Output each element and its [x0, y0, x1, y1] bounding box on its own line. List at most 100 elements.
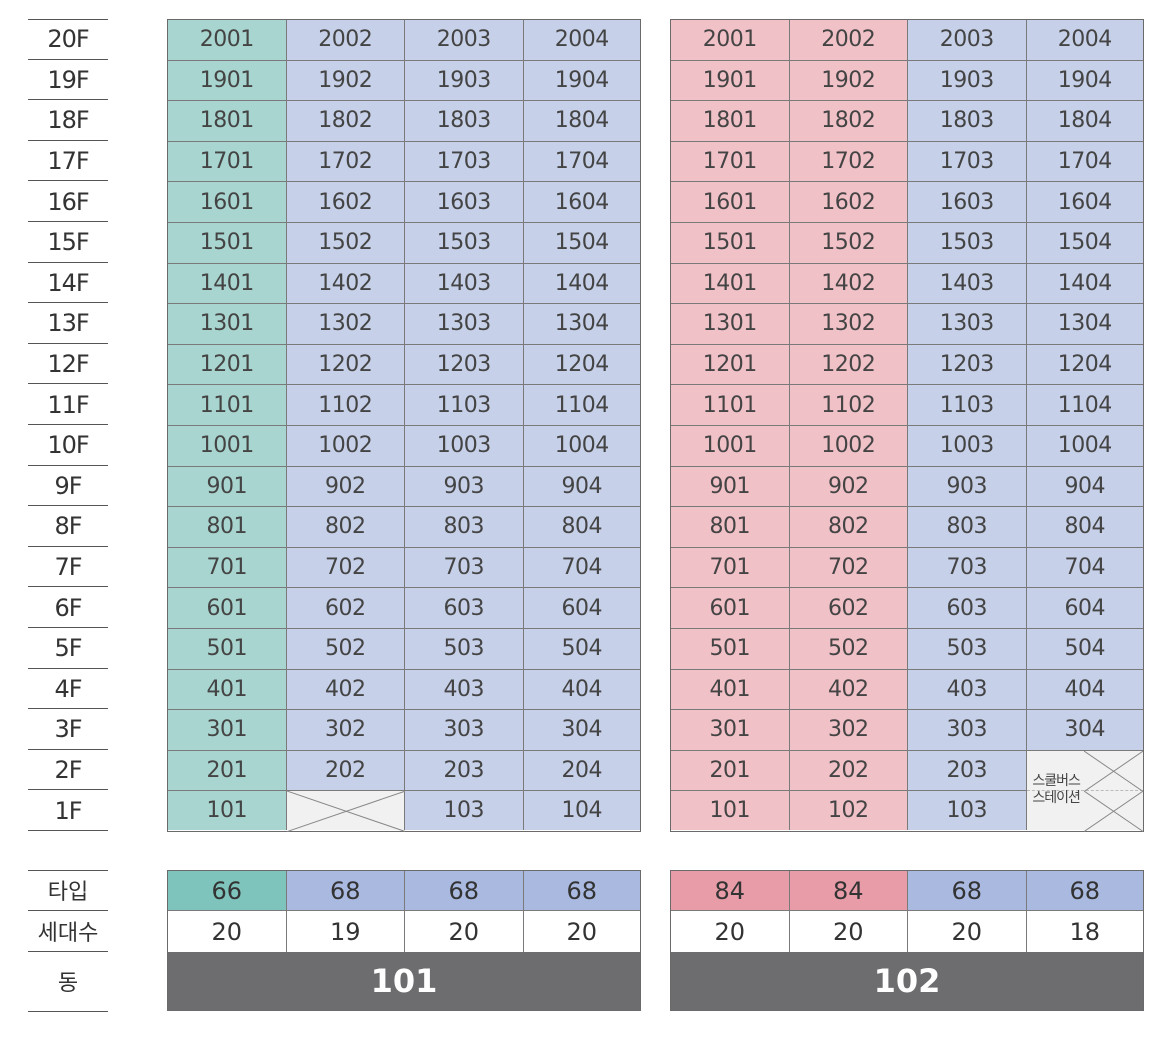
unit-2002[interactable]: 2002: [789, 20, 908, 61]
unit-2003[interactable]: 2003: [405, 20, 524, 61]
unit-2001[interactable]: 2001: [168, 20, 287, 61]
unit-903[interactable]: 903: [908, 466, 1027, 508]
unit-703[interactable]: 703: [405, 547, 524, 589]
unit-1701[interactable]: 1701: [671, 141, 790, 183]
unit-603[interactable]: 603: [908, 588, 1027, 629]
unit-1801[interactable]: 1801: [671, 101, 790, 142]
unit-1603[interactable]: 1603: [405, 182, 524, 223]
unit-1403[interactable]: 1403: [405, 263, 524, 305]
unit-103[interactable]: 103: [908, 791, 1027, 830]
unit-801[interactable]: 801: [671, 507, 790, 548]
unit-701[interactable]: 701: [671, 547, 790, 589]
unit-1501[interactable]: 1501: [671, 223, 790, 264]
unit-602[interactable]: 602: [789, 588, 908, 629]
unit-301[interactable]: 301: [168, 710, 287, 751]
unit-1702[interactable]: 1702: [286, 141, 405, 183]
unit-302[interactable]: 302: [789, 710, 908, 751]
unit-403[interactable]: 403: [908, 669, 1027, 711]
unit-1301[interactable]: 1301: [168, 304, 287, 345]
unit-1702[interactable]: 1702: [789, 141, 908, 183]
unit-1202[interactable]: 1202: [789, 344, 908, 386]
unit-1403[interactable]: 1403: [908, 263, 1027, 305]
unit-501[interactable]: 501: [671, 629, 790, 670]
unit-103[interactable]: 103: [405, 791, 524, 830]
unit-603[interactable]: 603: [405, 588, 524, 629]
unit-201[interactable]: 201: [671, 750, 790, 792]
unit-1502[interactable]: 1502: [789, 223, 908, 264]
unit-1402[interactable]: 1402: [286, 263, 405, 305]
unit-2003[interactable]: 2003: [908, 20, 1027, 61]
unit-1003[interactable]: 1003: [908, 426, 1027, 467]
unit-1804[interactable]: 1804: [523, 101, 640, 142]
unit-402[interactable]: 402: [286, 669, 405, 711]
unit-1903[interactable]: 1903: [908, 60, 1027, 102]
unit-1201[interactable]: 1201: [168, 344, 287, 386]
unit-1504[interactable]: 1504: [523, 223, 640, 264]
unit-1502[interactable]: 1502: [286, 223, 405, 264]
unit-202[interactable]: 202: [286, 750, 405, 792]
unit-704[interactable]: 704: [1026, 547, 1143, 589]
unit-203[interactable]: 203: [908, 750, 1027, 792]
unit-1503[interactable]: 1503: [405, 223, 524, 264]
unit-202[interactable]: 202: [789, 750, 908, 792]
unit-1401[interactable]: 1401: [671, 263, 790, 305]
unit-1102[interactable]: 1102: [789, 385, 908, 426]
unit-1304[interactable]: 1304: [523, 304, 640, 345]
unit-803[interactable]: 803: [405, 507, 524, 548]
unit-601[interactable]: 601: [671, 588, 790, 629]
unit-1601[interactable]: 1601: [168, 182, 287, 223]
unit-503[interactable]: 503: [405, 629, 524, 670]
unit-401[interactable]: 401: [671, 669, 790, 711]
unit-1904[interactable]: 1904: [523, 60, 640, 102]
unit-1102[interactable]: 1102: [286, 385, 405, 426]
unit-1004[interactable]: 1004: [523, 426, 640, 467]
unit-302[interactable]: 302: [286, 710, 405, 751]
unit-604[interactable]: 604: [523, 588, 640, 629]
unit-1402[interactable]: 1402: [789, 263, 908, 305]
unit-602[interactable]: 602: [286, 588, 405, 629]
unit-1301[interactable]: 1301: [671, 304, 790, 345]
unit-101[interactable]: 101: [671, 791, 790, 830]
unit-1003[interactable]: 1003: [405, 426, 524, 467]
unit-1703[interactable]: 1703: [908, 141, 1027, 183]
unit-701[interactable]: 701: [168, 547, 287, 589]
unit-504[interactable]: 504: [523, 629, 640, 670]
unit-601[interactable]: 601: [168, 588, 287, 629]
unit-401[interactable]: 401: [168, 669, 287, 711]
unit-204[interactable]: 204: [523, 750, 640, 792]
unit-1704[interactable]: 1704: [1026, 141, 1143, 183]
unit-604[interactable]: 604: [1026, 588, 1143, 629]
unit-1901[interactable]: 1901: [168, 60, 287, 102]
unit-1801[interactable]: 1801: [168, 101, 287, 142]
unit-404[interactable]: 404: [523, 669, 640, 711]
unit-1501[interactable]: 1501: [168, 223, 287, 264]
unit-1002[interactable]: 1002: [286, 426, 405, 467]
unit-1204[interactable]: 1204: [1026, 344, 1143, 386]
unit-1803[interactable]: 1803: [405, 101, 524, 142]
unit-1701[interactable]: 1701: [168, 141, 287, 183]
unit-904[interactable]: 904: [523, 466, 640, 508]
unit-804[interactable]: 804: [523, 507, 640, 548]
unit-304[interactable]: 304: [1026, 710, 1143, 751]
unit-804[interactable]: 804: [1026, 507, 1143, 548]
unit-1103[interactable]: 1103: [908, 385, 1027, 426]
unit-1302[interactable]: 1302: [789, 304, 908, 345]
unit-1004[interactable]: 1004: [1026, 426, 1143, 467]
unit-1001[interactable]: 1001: [168, 426, 287, 467]
unit-901[interactable]: 901: [168, 466, 287, 508]
unit-1804[interactable]: 1804: [1026, 101, 1143, 142]
unit-1201[interactable]: 1201: [671, 344, 790, 386]
unit-1304[interactable]: 1304: [1026, 304, 1143, 345]
unit-1902[interactable]: 1902: [789, 60, 908, 102]
unit-403[interactable]: 403: [405, 669, 524, 711]
unit-502[interactable]: 502: [286, 629, 405, 670]
unit-1904[interactable]: 1904: [1026, 60, 1143, 102]
unit-1103[interactable]: 1103: [405, 385, 524, 426]
unit-301[interactable]: 301: [671, 710, 790, 751]
unit-502[interactable]: 502: [789, 629, 908, 670]
unit-404[interactable]: 404: [1026, 669, 1143, 711]
unit-1604[interactable]: 1604: [1026, 182, 1143, 223]
unit-1002[interactable]: 1002: [789, 426, 908, 467]
unit-101[interactable]: 101: [168, 791, 287, 830]
unit-901[interactable]: 901: [671, 466, 790, 508]
